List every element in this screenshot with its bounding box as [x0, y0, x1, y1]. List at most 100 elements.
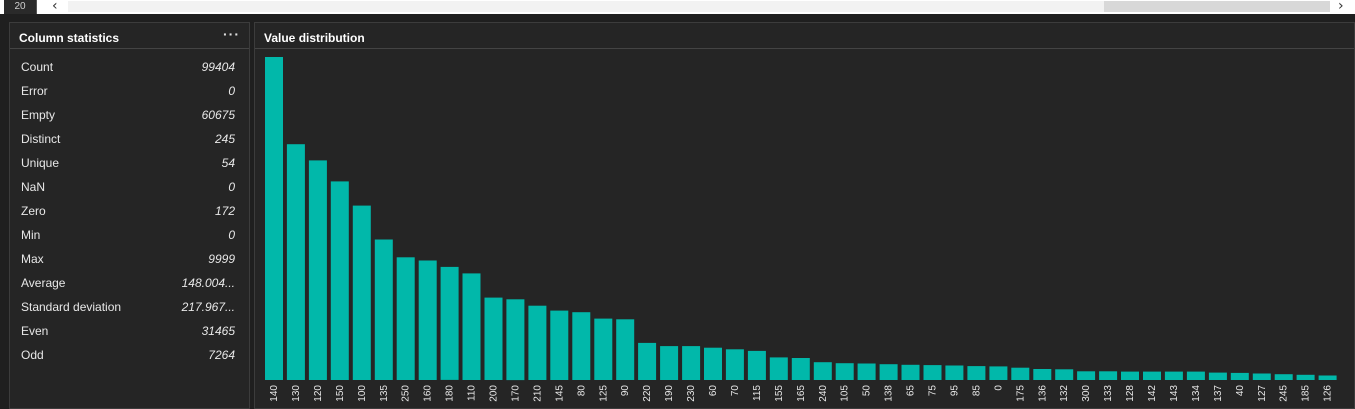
stat-name: Count — [21, 60, 54, 74]
stat-row: Average 148.004... — [21, 271, 235, 295]
x-tick-label: 132 — [1059, 385, 1070, 402]
stat-value: 9999 — [208, 252, 235, 266]
bar-85[interactable] — [967, 366, 986, 380]
bar-165[interactable] — [791, 358, 810, 380]
bar-136[interactable] — [1033, 369, 1052, 380]
bar-240[interactable] — [813, 362, 832, 380]
bar-250[interactable] — [396, 257, 415, 380]
bar-210[interactable] — [528, 305, 547, 380]
stat-name: Min — [21, 228, 41, 242]
x-tick-label: 40 — [1235, 385, 1246, 397]
bar-140[interactable] — [265, 57, 283, 380]
bar-100[interactable] — [352, 205, 371, 380]
bar-160[interactable] — [418, 260, 437, 381]
bar-150[interactable] — [330, 181, 349, 380]
scrollbar-thumb[interactable] — [1104, 1, 1330, 12]
x-tick-label: 115 — [752, 385, 763, 401]
stats-panel-header: Column statistics ··· — [10, 23, 249, 49]
bar-175[interactable] — [1011, 367, 1030, 380]
stat-value: 148.004... — [181, 276, 235, 290]
bar-135[interactable] — [374, 239, 393, 381]
bar-60[interactable] — [704, 347, 722, 380]
bar-50[interactable] — [857, 363, 876, 381]
bar-0[interactable] — [989, 366, 1008, 380]
x-tick-label: 100 — [357, 385, 368, 402]
bar-115[interactable] — [747, 350, 766, 380]
bar-125[interactable] — [594, 318, 613, 380]
scrollbar-track[interactable] — [68, 1, 1104, 12]
x-tick-label: 128 — [1125, 385, 1136, 402]
bar-170[interactable] — [506, 299, 525, 381]
bar-134[interactable] — [1186, 371, 1205, 380]
stat-row: Even 31465 — [21, 319, 235, 343]
bar-105[interactable] — [835, 363, 854, 380]
bar-65[interactable] — [901, 364, 920, 380]
bar-132[interactable] — [1055, 369, 1074, 380]
bar-110[interactable] — [462, 273, 481, 380]
more-options-icon[interactable]: ··· — [223, 26, 240, 42]
row-number: 20 — [4, 0, 37, 14]
stat-row: Empty 60675 — [21, 103, 235, 127]
bar-145[interactable] — [550, 310, 569, 380]
stat-name: Max — [21, 252, 44, 266]
bar-300[interactable] — [1077, 371, 1096, 380]
bar-128[interactable] — [1121, 371, 1139, 380]
stat-name: Unique — [21, 156, 60, 170]
stat-name: NaN — [21, 180, 46, 194]
x-tick-label: 175 — [1015, 385, 1026, 402]
x-tick-label: 85 — [971, 385, 982, 397]
bar-185[interactable] — [1296, 374, 1315, 380]
value-distribution-chart: 140 130 120 150 100 135 250 160 180 110 200 170 210 1… — [265, 57, 1337, 402]
stat-row: Count 99404 — [21, 55, 235, 79]
row-number-label: 20 — [14, 1, 26, 12]
stats-panel-title: Column statistics — [19, 31, 120, 45]
scroll-right-icon[interactable]: › — [1338, 0, 1344, 14]
x-tick-label: 150 — [335, 385, 346, 402]
bar-40[interactable] — [1230, 372, 1249, 380]
stat-value: 99404 — [201, 60, 235, 74]
value-distribution-panel: Value distribution 140 130 120 150 100 135 250… — [254, 22, 1355, 409]
bar-95[interactable] — [945, 365, 964, 381]
x-tick-label: 155 — [774, 385, 785, 402]
x-tick-label: 130 — [291, 385, 302, 402]
bar-75[interactable] — [923, 365, 942, 380]
bar-90[interactable] — [616, 319, 635, 380]
bar-70[interactable] — [725, 349, 744, 380]
bar-180[interactable] — [440, 266, 459, 380]
bar-190[interactable] — [660, 346, 679, 380]
x-tick-label: 143 — [1169, 385, 1180, 402]
stat-value: 245 — [214, 132, 235, 146]
stat-name: Empty — [21, 108, 56, 122]
distribution-panel-title: Value distribution — [264, 31, 365, 45]
bar-143[interactable] — [1164, 371, 1183, 380]
x-tick-label: 105 — [840, 385, 851, 402]
x-tick-label: 65 — [906, 385, 917, 397]
bar-130[interactable] — [286, 144, 305, 380]
scroll-left-icon[interactable]: ‹ — [52, 0, 58, 14]
stat-value: 217.967... — [181, 300, 235, 314]
bar-137[interactable] — [1208, 372, 1227, 380]
bar-80[interactable] — [572, 312, 591, 380]
bar-220[interactable] — [638, 342, 657, 380]
x-tick-label: 220 — [642, 385, 653, 402]
bar-126[interactable] — [1318, 375, 1337, 381]
stat-value: 7264 — [208, 348, 235, 362]
x-tick-label: 90 — [620, 385, 631, 397]
x-tick-label: 245 — [1279, 385, 1290, 402]
x-tick-label: 133 — [1103, 385, 1114, 402]
bar-200[interactable] — [484, 297, 503, 380]
bar-230[interactable] — [682, 346, 701, 380]
bar-245[interactable] — [1274, 374, 1293, 380]
bar-142[interactable] — [1143, 371, 1161, 380]
bar-138[interactable] — [879, 364, 898, 380]
bar-127[interactable] — [1252, 373, 1271, 381]
stat-name: Error — [21, 84, 48, 98]
stat-row: Distinct 245 — [21, 127, 235, 151]
stat-value: 31465 — [201, 324, 235, 338]
x-tick-label: 140 — [269, 385, 280, 402]
horizontal-scrollbar[interactable]: 20 ‹ › — [0, 0, 1355, 14]
stat-row: Unique 54 — [21, 151, 235, 175]
bar-155[interactable] — [769, 357, 788, 380]
bar-133[interactable] — [1099, 371, 1118, 380]
bar-120[interactable] — [308, 160, 327, 380]
